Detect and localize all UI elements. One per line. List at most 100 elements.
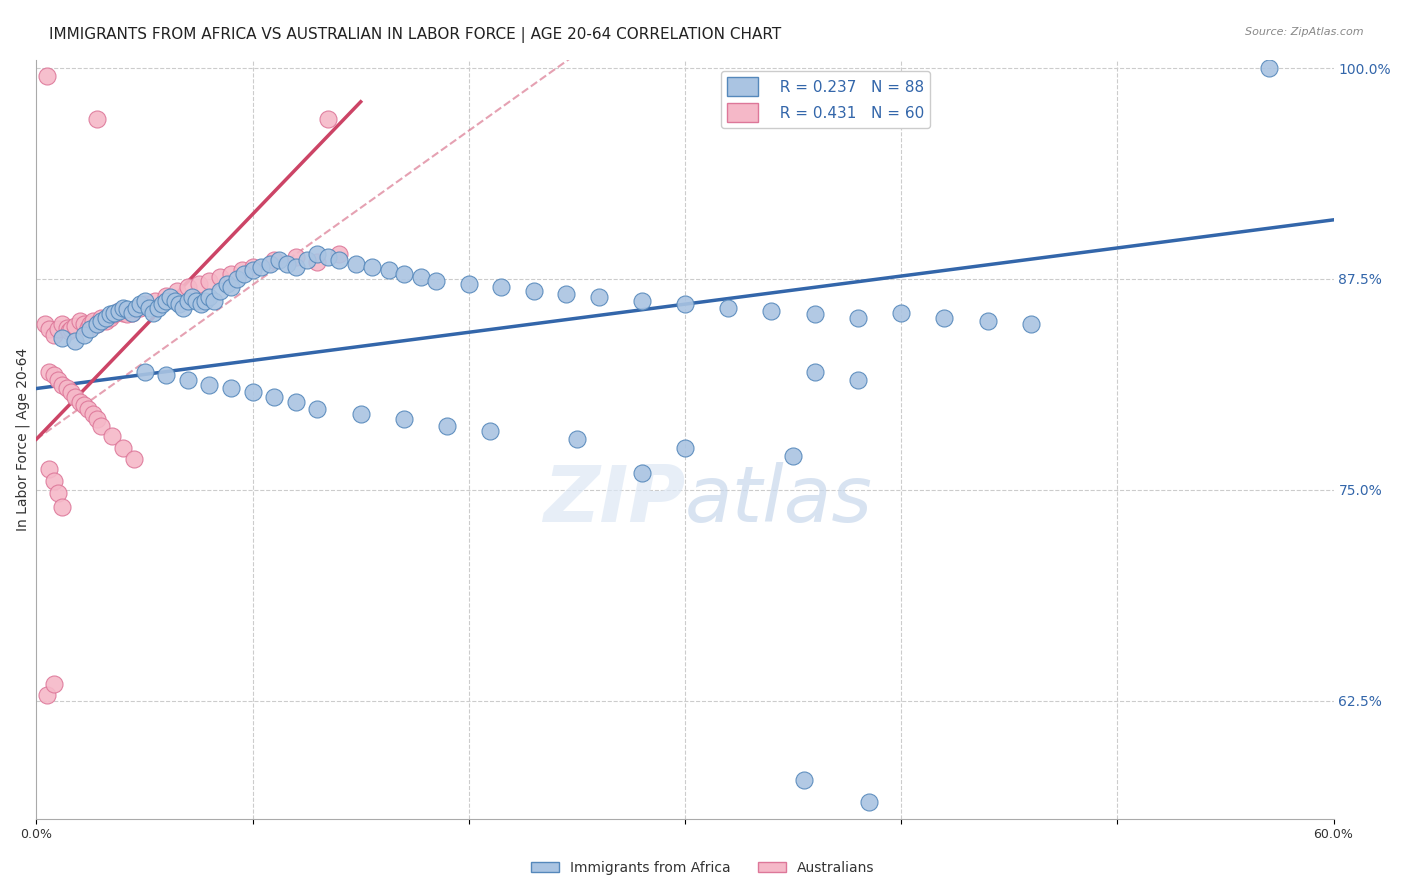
Point <box>107 304 129 318</box>
Point <box>242 260 264 274</box>
Point <box>122 452 145 467</box>
Point <box>242 384 264 399</box>
Point <box>73 398 96 412</box>
Point <box>284 250 307 264</box>
Point <box>51 378 73 392</box>
Point <box>190 297 212 311</box>
Point <box>55 382 77 396</box>
Point <box>90 310 112 325</box>
Point <box>307 246 329 260</box>
Point <box>219 280 242 294</box>
Point <box>125 302 148 317</box>
Point <box>77 320 100 334</box>
Point <box>284 260 307 274</box>
Point <box>316 250 339 264</box>
Point <box>976 314 998 328</box>
Point <box>155 289 177 303</box>
Point <box>90 418 112 433</box>
Point <box>38 462 60 476</box>
Point <box>344 257 367 271</box>
Point <box>803 365 825 379</box>
Point <box>51 500 73 514</box>
Point <box>86 318 108 332</box>
Point <box>51 331 73 345</box>
Point <box>159 290 181 304</box>
Point <box>46 373 69 387</box>
Point <box>129 301 152 315</box>
Point <box>38 322 60 336</box>
Point <box>143 293 166 308</box>
Point <box>82 314 104 328</box>
Point <box>55 320 77 334</box>
Point <box>411 270 433 285</box>
Legend: Immigrants from Africa, Australians: Immigrants from Africa, Australians <box>526 855 880 880</box>
Point <box>209 270 232 285</box>
Point <box>42 368 65 382</box>
Point <box>150 297 173 311</box>
Text: Source: ZipAtlas.com: Source: ZipAtlas.com <box>1246 27 1364 37</box>
Point <box>86 112 108 126</box>
Point <box>134 297 156 311</box>
Point <box>60 322 83 336</box>
Point <box>60 384 83 399</box>
Point <box>489 280 512 294</box>
Point <box>94 310 117 325</box>
Point <box>90 314 112 328</box>
Point <box>103 307 125 321</box>
Point <box>98 310 121 325</box>
Point <box>890 305 912 319</box>
Point <box>360 260 382 274</box>
Point <box>42 475 65 489</box>
Point <box>858 795 880 809</box>
Point <box>307 401 329 416</box>
Point <box>69 314 91 328</box>
Point <box>328 246 350 260</box>
Point <box>436 418 458 433</box>
Point <box>392 267 415 281</box>
Point <box>673 297 696 311</box>
Point <box>328 253 350 268</box>
Point <box>198 290 221 304</box>
Point <box>146 301 169 315</box>
Point <box>46 322 69 336</box>
Point <box>65 319 87 334</box>
Point <box>98 307 121 321</box>
Point <box>194 293 217 308</box>
Point <box>94 314 117 328</box>
Point <box>588 290 610 304</box>
Point <box>316 112 339 126</box>
Point <box>142 305 165 319</box>
Point <box>295 253 318 268</box>
Point <box>103 305 125 319</box>
Point <box>111 441 134 455</box>
Point <box>378 263 401 277</box>
Point <box>101 428 124 442</box>
Point <box>350 407 373 421</box>
Point <box>121 305 143 319</box>
Point <box>138 301 160 315</box>
Point <box>187 277 209 291</box>
Point <box>198 378 221 392</box>
Point <box>86 412 108 426</box>
Point <box>163 293 186 308</box>
Point <box>166 284 188 298</box>
Point <box>250 260 273 274</box>
Point <box>77 401 100 416</box>
Point <box>259 257 281 271</box>
Point <box>167 297 190 311</box>
Point <box>392 412 415 426</box>
Point <box>115 302 138 317</box>
Text: atlas: atlas <box>685 462 873 538</box>
Point <box>219 382 242 396</box>
Point <box>65 334 87 349</box>
Point <box>115 307 138 321</box>
Point <box>107 304 129 318</box>
Point <box>630 293 652 308</box>
Y-axis label: In Labor Force | Age 20-64: In Labor Force | Age 20-64 <box>15 348 30 531</box>
Point <box>215 277 238 291</box>
Point <box>34 318 56 332</box>
Text: IMMIGRANTS FROM AFRICA VS AUSTRALIAN IN LABOR FORCE | AGE 20-64 CORRELATION CHAR: IMMIGRANTS FROM AFRICA VS AUSTRALIAN IN … <box>49 27 782 43</box>
Point <box>177 373 200 387</box>
Point <box>555 287 578 301</box>
Point <box>42 676 65 690</box>
